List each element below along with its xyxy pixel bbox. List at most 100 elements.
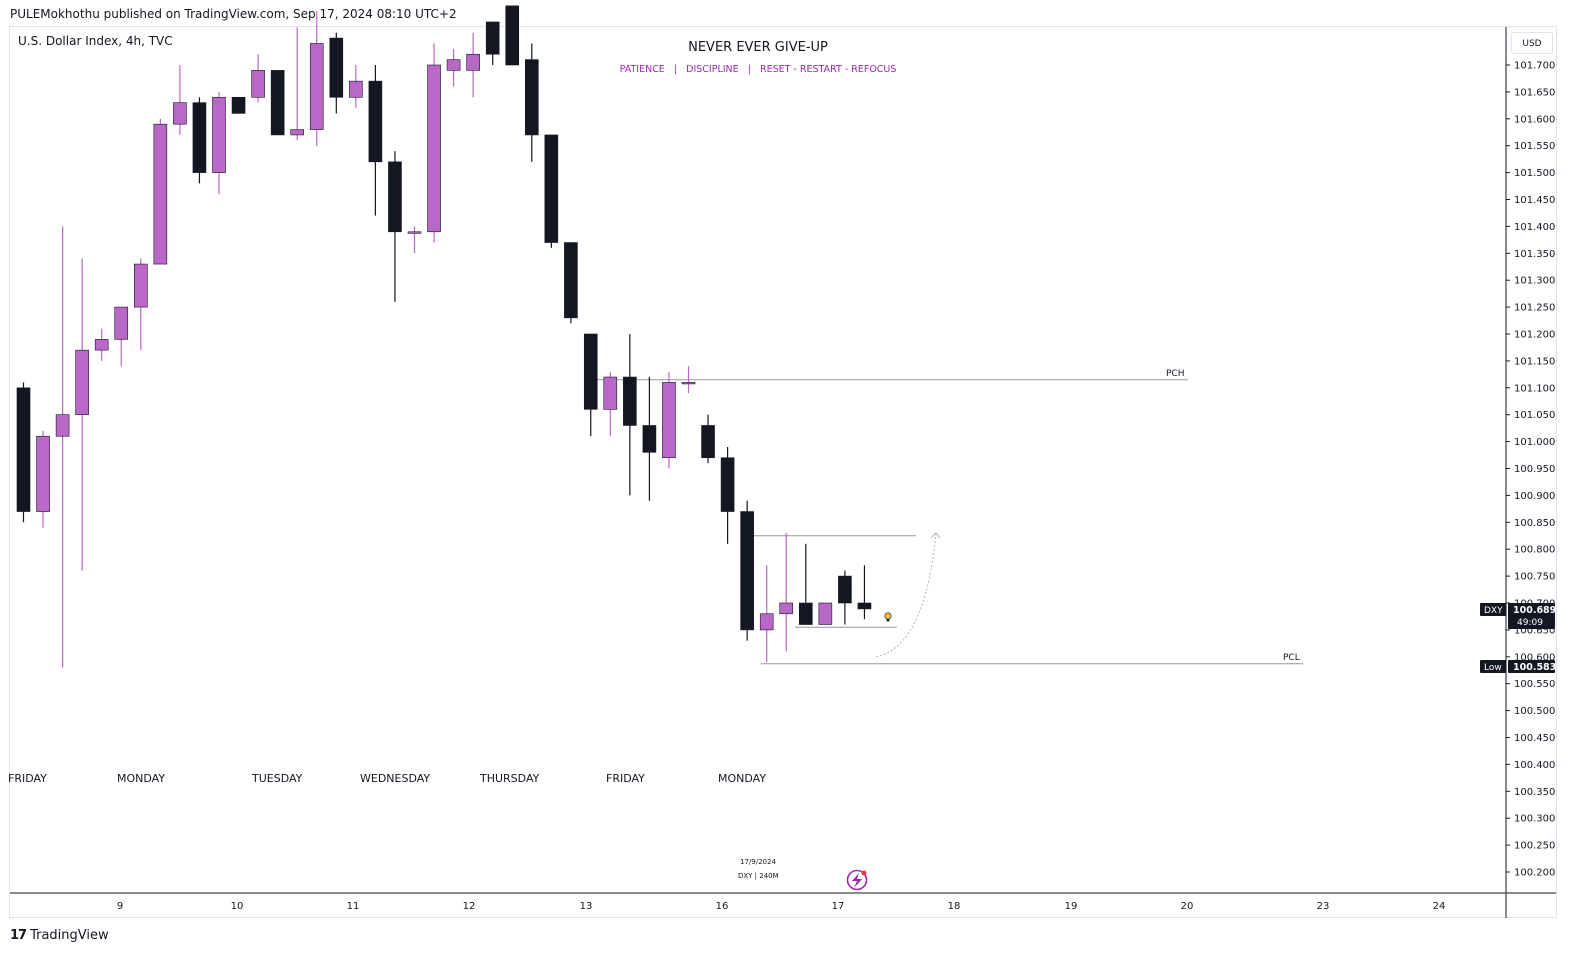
chart-frame (9, 26, 1557, 918)
candle-body (466, 53, 480, 71)
candle[interactable] (524, 43, 539, 162)
day-label: FRIDAY (606, 772, 645, 785)
candle-body (446, 59, 461, 71)
candle[interactable] (857, 565, 872, 620)
candle-body (153, 123, 168, 265)
lightbulb-icon[interactable] (884, 612, 892, 622)
currency-button[interactable]: USD (1511, 32, 1553, 54)
candle[interactable] (838, 570, 852, 625)
current-price-tag: DXY 100.689 49:09 (1480, 603, 1556, 629)
candle[interactable] (231, 96, 246, 114)
candle[interactable] (75, 258, 89, 571)
candle[interactable] (270, 70, 285, 136)
price-tick-label: 100.850 (1514, 518, 1555, 529)
candle[interactable] (290, 27, 305, 141)
candle[interactable] (55, 226, 70, 668)
price-tick-label: 101.500 (1514, 168, 1555, 179)
candle-body (251, 70, 265, 98)
candle[interactable] (485, 21, 500, 65)
price-tick-label: 100.600 (1514, 652, 1555, 663)
candle[interactable] (544, 134, 559, 248)
symbol-legend[interactable]: U.S. Dollar Index, 4h, TVC (18, 34, 173, 48)
price-tick-label: 101.100 (1514, 383, 1555, 394)
candle[interactable] (623, 334, 637, 496)
price-tick-label: 101.250 (1514, 303, 1555, 314)
candle[interactable] (94, 328, 109, 361)
price-tick-label: 100.800 (1514, 545, 1555, 556)
candle[interactable] (446, 48, 461, 87)
day-label: FRIDAY (8, 772, 47, 785)
candle[interactable] (349, 65, 363, 109)
candle[interactable] (407, 226, 422, 254)
low-label: Low (1484, 663, 1502, 673)
candle-body (407, 231, 422, 234)
price-tick-label: 101.450 (1514, 195, 1555, 206)
date-tick-label: 11 (347, 901, 360, 912)
projection-path[interactable] (875, 533, 937, 658)
price-tick-label: 101.350 (1514, 249, 1555, 260)
candle[interactable] (368, 65, 383, 216)
price-tick-label: 100.350 (1514, 787, 1555, 798)
candle[interactable] (583, 333, 598, 437)
candle[interactable] (662, 371, 676, 469)
candle[interactable] (681, 366, 696, 394)
candle-body (212, 96, 226, 173)
price-tick-label: 100.400 (1514, 760, 1555, 771)
candle-body (740, 511, 754, 631)
date-tick-label: 19 (1065, 901, 1078, 912)
projection-arrowhead (930, 532, 941, 539)
candle[interactable] (505, 5, 520, 66)
candle-body (309, 43, 324, 130)
candle[interactable] (173, 65, 187, 135)
candle-body (505, 5, 520, 66)
day-label: MONDAY (117, 772, 165, 785)
candle[interactable] (603, 371, 618, 437)
candle-body (94, 339, 109, 351)
candle[interactable] (720, 446, 735, 544)
price-tick-label: 100.950 (1514, 464, 1555, 475)
low-price-tag: Low 100.583 (1480, 660, 1556, 673)
candle[interactable] (16, 382, 31, 523)
candle[interactable] (798, 543, 813, 625)
date-tick-label: 17 (832, 901, 845, 912)
tradingview-logo[interactable]: 𝟭𝟳 TradingView (10, 928, 109, 943)
date-tick-label: 12 (463, 901, 476, 912)
candle-body (231, 96, 246, 114)
candle[interactable] (818, 602, 833, 625)
candle[interactable] (388, 151, 402, 302)
candle[interactable] (192, 97, 207, 184)
date-tick-label: 18 (948, 901, 961, 912)
candle-body (701, 425, 715, 459)
candle[interactable] (701, 414, 715, 464)
candle[interactable] (759, 565, 774, 663)
price-tick-label: 100.300 (1514, 814, 1555, 825)
candle[interactable] (114, 306, 129, 367)
lightning-icon[interactable] (846, 869, 868, 891)
candle[interactable] (564, 242, 578, 324)
candle-body (134, 263, 148, 308)
candle[interactable] (153, 118, 168, 265)
candle[interactable] (329, 32, 344, 114)
price-tick-label: 101.150 (1514, 356, 1555, 367)
day-label: WEDNESDAY (360, 772, 430, 785)
candle[interactable] (740, 500, 754, 641)
candle[interactable] (309, 11, 324, 146)
candle[interactable] (427, 43, 441, 243)
candle[interactable] (134, 258, 148, 351)
candle[interactable] (779, 533, 794, 652)
publisher-credit: PULEMokhothu published on TradingView.co… (10, 7, 457, 21)
date-tick-label: 10 (231, 901, 244, 912)
price-tick-label: 101.600 (1514, 114, 1555, 125)
candle-body (857, 602, 872, 610)
candle[interactable] (642, 377, 657, 501)
candle[interactable] (251, 54, 265, 103)
price-tick-label: 100.250 (1514, 841, 1555, 852)
countdown: 49:09 (1517, 618, 1543, 628)
candle[interactable] (36, 430, 50, 528)
candle-body (173, 102, 187, 125)
candle-body (427, 64, 441, 233)
candle[interactable] (466, 32, 480, 98)
candle[interactable] (212, 91, 226, 195)
candle-body (623, 376, 637, 426)
